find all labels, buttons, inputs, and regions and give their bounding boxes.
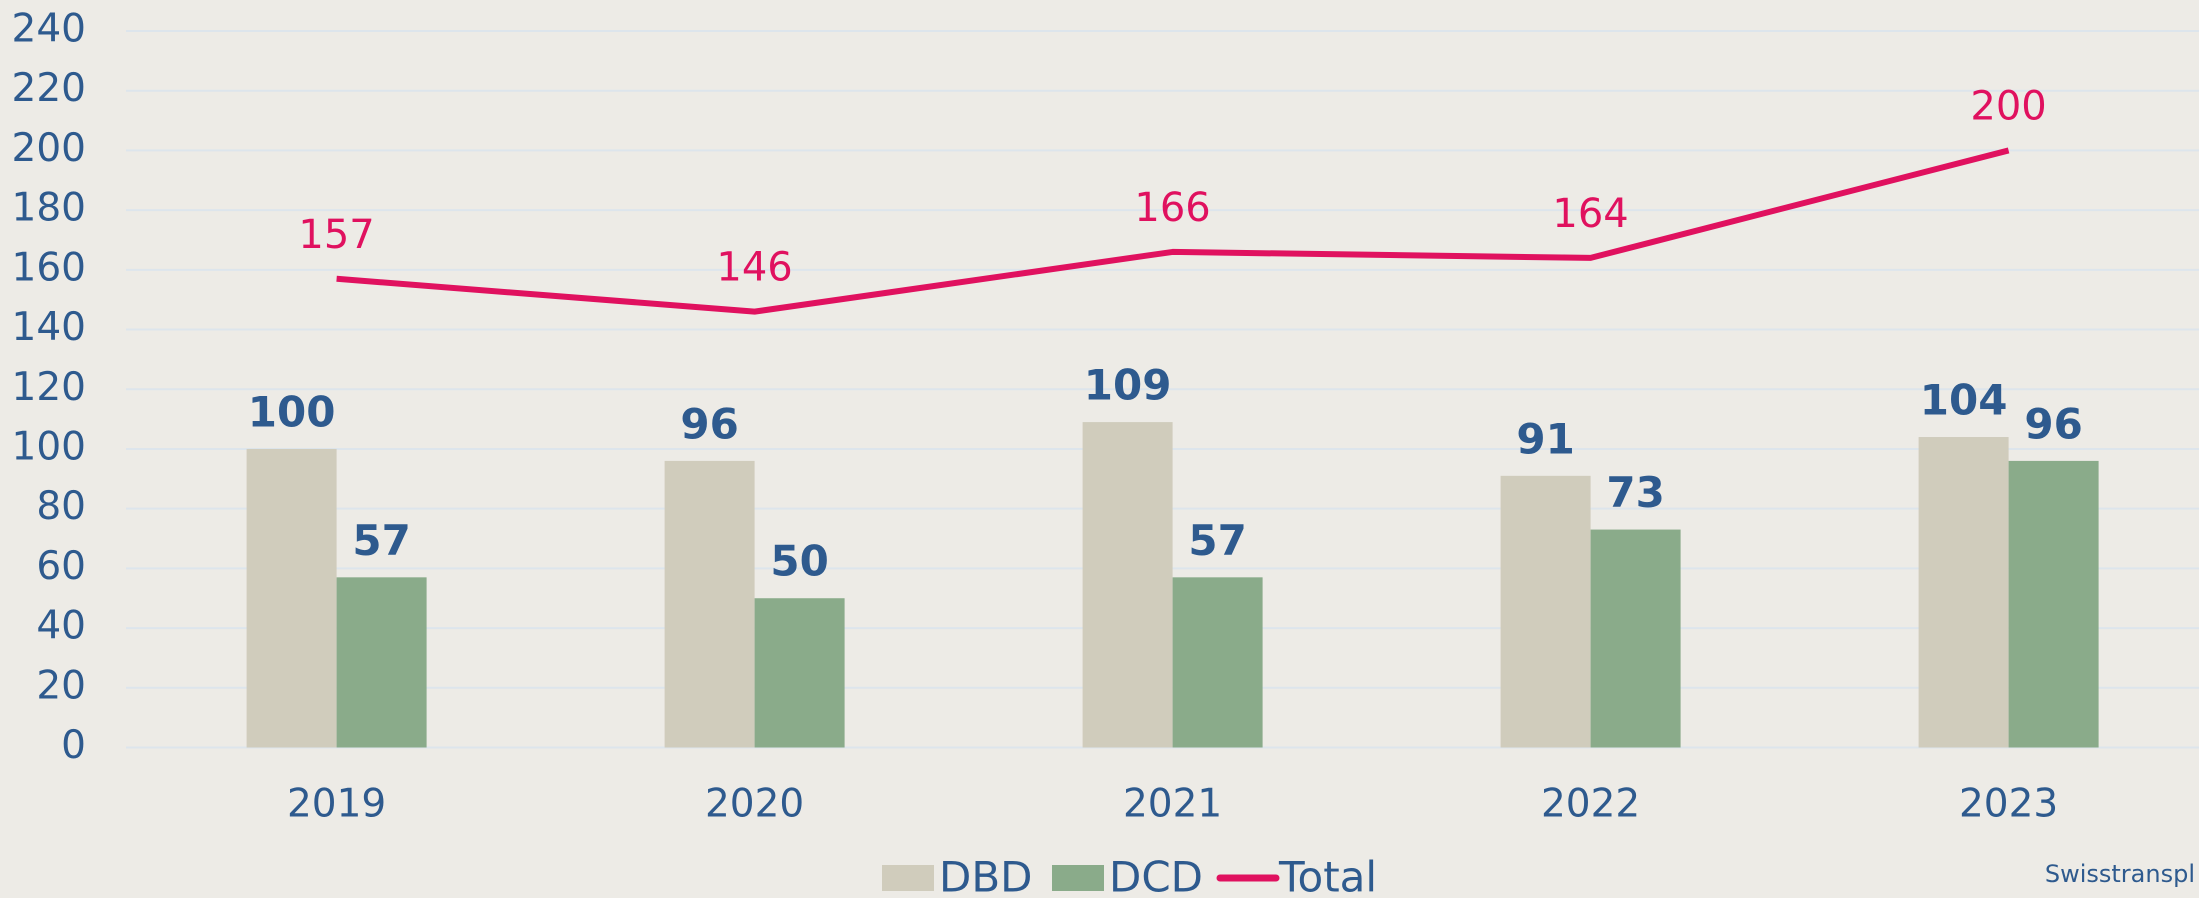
y-tick-label: 60 bbox=[36, 544, 86, 589]
x-tick-label: 2019 bbox=[287, 782, 386, 827]
data-label: 109 bbox=[1084, 361, 1172, 410]
x-tick-label: 2022 bbox=[1541, 782, 1640, 827]
legend-swatch bbox=[882, 865, 934, 891]
y-tick-label: 140 bbox=[12, 305, 86, 350]
data-label: 96 bbox=[2024, 399, 2082, 448]
data-label: 96 bbox=[680, 399, 738, 448]
y-tick-label: 180 bbox=[12, 186, 86, 231]
data-label: 200 bbox=[1970, 83, 2046, 129]
y-tick-label: 80 bbox=[36, 484, 86, 529]
data-label: 164 bbox=[1552, 191, 1628, 237]
data-label: 100 bbox=[248, 387, 336, 436]
legend-swatch bbox=[1052, 865, 1104, 891]
bar bbox=[336, 577, 427, 748]
bar bbox=[1172, 577, 1263, 748]
y-tick-label: 100 bbox=[12, 424, 86, 469]
data-label: 157 bbox=[298, 212, 374, 258]
data-label: 146 bbox=[716, 245, 792, 291]
bar bbox=[1590, 529, 1681, 748]
data-label: 73 bbox=[1606, 468, 1664, 517]
y-tick-label: 20 bbox=[36, 663, 86, 708]
legend-label: DBD bbox=[939, 853, 1033, 898]
line bbox=[336, 147, 2010, 315]
x-tick-label: 2020 bbox=[705, 782, 804, 827]
y-tick-label: 160 bbox=[12, 245, 86, 290]
bar bbox=[754, 598, 845, 748]
data-label: 57 bbox=[1188, 516, 1246, 565]
bar bbox=[1500, 475, 1591, 748]
data-label: 104 bbox=[1920, 376, 2008, 425]
source: Swisstranspl bbox=[2045, 860, 2195, 888]
data-label: 91 bbox=[1516, 414, 1574, 463]
y-tick-label: 40 bbox=[36, 604, 86, 649]
legend-label: Total bbox=[1278, 853, 1377, 898]
bar bbox=[1082, 422, 1173, 748]
bar bbox=[246, 448, 337, 748]
y-tick-label: 200 bbox=[12, 126, 86, 171]
x-tick-label: 2023 bbox=[1959, 782, 2058, 827]
y-tick-label: 120 bbox=[12, 365, 86, 410]
bar bbox=[2008, 460, 2099, 748]
data-label: 50 bbox=[770, 537, 828, 586]
data-label: 57 bbox=[352, 516, 410, 565]
bar bbox=[664, 460, 755, 748]
data-label: 166 bbox=[1134, 185, 1210, 231]
legend-label: DCD bbox=[1109, 853, 1203, 898]
y-tick-label: 240 bbox=[12, 7, 86, 52]
x-tick-label: 2021 bbox=[1123, 782, 1222, 827]
y-tick-label: 0 bbox=[61, 723, 86, 768]
y-tick-label: 220 bbox=[12, 66, 86, 111]
bar bbox=[1918, 437, 2009, 748]
